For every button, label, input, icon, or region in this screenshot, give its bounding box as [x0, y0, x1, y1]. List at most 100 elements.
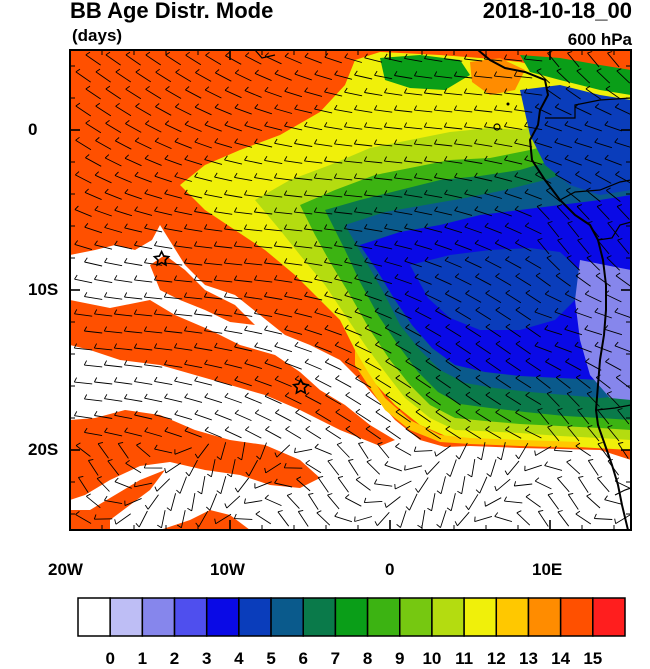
- wind-barb: [225, 52, 242, 65]
- smoke-streak: [150, 255, 255, 325]
- wind-barb: [505, 357, 521, 372]
- wind-barb: [455, 408, 472, 423]
- wind-barb: [584, 290, 602, 303]
- wind-barb: [605, 358, 622, 371]
- wind-barb: [253, 207, 273, 215]
- wind-barb: [194, 443, 210, 459]
- wind-barb: [483, 88, 503, 96]
- wind-barb: [515, 409, 532, 422]
- wind-barb: [544, 154, 562, 166]
- wind-barb: [484, 189, 503, 199]
- wind-barb: [234, 409, 252, 422]
- wind-barb: [194, 172, 213, 182]
- wind-barb: [363, 156, 383, 164]
- wind-barb: [607, 425, 620, 442]
- wind-barb: [567, 51, 580, 68]
- wind-barb: [104, 292, 123, 300]
- wind-barb: [474, 139, 493, 147]
- wind-barb: [544, 461, 563, 471]
- wind-barb: [105, 119, 122, 133]
- wind-barb: [73, 377, 93, 385]
- wind-barb: [194, 409, 212, 421]
- wind-barb: [313, 173, 333, 181]
- wind-barb: [143, 326, 163, 334]
- wind-barb: [224, 155, 243, 165]
- x-tick-label: 20W: [48, 560, 83, 579]
- colorbar-label: 6: [298, 649, 308, 668]
- wind-barb: [587, 51, 600, 68]
- wind-barb: [453, 105, 473, 113]
- wind-barb: [164, 326, 183, 334]
- wind-barb: [496, 442, 506, 461]
- wind-barb: [384, 88, 403, 96]
- wind-barb: [617, 408, 630, 425]
- wind-barb: [324, 53, 342, 64]
- wind-barb: [534, 477, 552, 490]
- wind-barb: [557, 510, 570, 527]
- wind-barb: [314, 241, 333, 249]
- wind-barb: [344, 122, 363, 130]
- wind-barb: [224, 325, 243, 335]
- wind-barb: [213, 275, 233, 283]
- wind-barb: [504, 88, 523, 96]
- wind-barb: [74, 411, 93, 419]
- wind-barb: [463, 88, 483, 96]
- wind-barb: [454, 511, 470, 527]
- wind-barb: [144, 258, 163, 266]
- wind-barb: [334, 70, 353, 80]
- wind-barb: [194, 342, 213, 351]
- wind-barb: [264, 121, 283, 131]
- colorbar-label: 1: [137, 649, 148, 668]
- wind-barb: [154, 172, 172, 183]
- wind-barb: [344, 291, 363, 302]
- wind-barb: [224, 392, 242, 404]
- wind-barb: [474, 172, 493, 182]
- wind-barb: [384, 324, 402, 337]
- wind-barb: [385, 391, 402, 406]
- wind-barb: [504, 155, 523, 165]
- wind-barb: [103, 326, 123, 334]
- country-border: [614, 487, 631, 496]
- wind-barb: [113, 343, 133, 351]
- map-title: BB Age Distr. Mode: [70, 0, 274, 23]
- wind-barb: [374, 70, 393, 80]
- wind-barb: [264, 325, 283, 335]
- wind-barb: [534, 103, 552, 116]
- wind-barb: [374, 274, 393, 285]
- wind-barb: [234, 69, 252, 82]
- wind-barb: [253, 241, 273, 249]
- wind-barb: [214, 172, 233, 182]
- wind-barb: [594, 138, 613, 149]
- wind-barb: [324, 156, 343, 164]
- wind-barb: [345, 358, 362, 371]
- wind-barb: [494, 138, 513, 148]
- wind-barb: [354, 207, 373, 215]
- wind-barb: [374, 307, 392, 319]
- wind-barb: [334, 104, 353, 114]
- wind-barb: [475, 374, 491, 389]
- wind-barb: [547, 425, 560, 442]
- wind-barb: [305, 392, 322, 405]
- wind-barb: [544, 121, 562, 132]
- wind-barb: [114, 410, 133, 420]
- wind-barb: [184, 155, 203, 166]
- wind-barb: [455, 374, 471, 389]
- wind-barb: [86, 493, 101, 509]
- wind-barb: [554, 138, 573, 149]
- wind-barb: [394, 173, 413, 181]
- wind-barb: [194, 376, 213, 386]
- wind-barb: [494, 478, 511, 492]
- wind-barb: [505, 256, 522, 269]
- wind-barb: [614, 514, 631, 524]
- wind-barb: [384, 461, 402, 472]
- wind-barb: [503, 496, 523, 504]
- wind-barb: [273, 241, 293, 249]
- wind-barb: [337, 475, 349, 493]
- wind-barb: [154, 275, 173, 283]
- island: [506, 102, 510, 106]
- wind-barb: [204, 224, 223, 232]
- wind-barb: [264, 359, 282, 370]
- wind-barb: [304, 121, 323, 131]
- plume-age-13-strip: [355, 350, 580, 448]
- wind-barb: [354, 307, 372, 319]
